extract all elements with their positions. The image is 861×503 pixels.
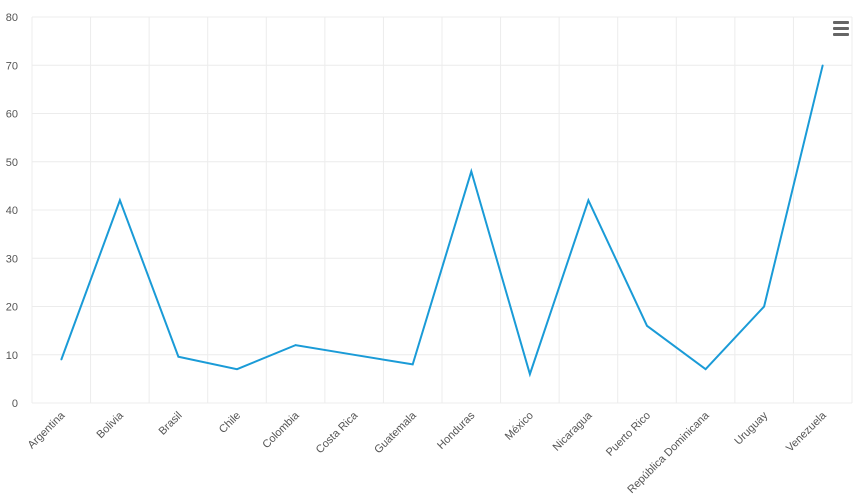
x-tick-label: Guatemala	[372, 409, 419, 456]
x-tick-label: Brasil	[157, 410, 185, 438]
data-point[interactable]	[177, 355, 180, 358]
data-point[interactable]	[470, 170, 473, 173]
data-point[interactable]	[529, 373, 531, 375]
x-tick-label: Uruguay	[732, 409, 770, 447]
y-tick-label: 20	[6, 302, 18, 314]
x-tick-label: Bolivia	[95, 409, 127, 441]
data-point[interactable]	[236, 368, 238, 371]
data-point[interactable]	[119, 199, 121, 202]
y-tick-label: 40	[6, 205, 18, 217]
y-tick-label: 10	[6, 350, 18, 362]
y-tick-label: 30	[6, 253, 18, 265]
data-point[interactable]	[411, 363, 414, 366]
x-tick-label: Honduras	[435, 409, 478, 452]
x-tick-label: Venezuela	[784, 409, 829, 454]
y-tick-label: 0	[12, 398, 18, 410]
data-point[interactable]	[587, 199, 590, 202]
data-point[interactable]	[821, 64, 824, 67]
data-point[interactable]	[294, 344, 297, 346]
x-tick-label: Costa Rica	[314, 409, 361, 456]
data-point[interactable]	[763, 305, 765, 308]
y-axis-labels: 0 10 20 30 40 50 60 70 80	[6, 12, 18, 410]
hamburger-menu-icon	[828, 21, 854, 36]
series-line	[60, 65, 824, 378]
x-tick-label: Chile	[217, 410, 243, 436]
data-point[interactable]	[60, 358, 63, 361]
y-tick-label: 70	[6, 60, 18, 72]
data-point[interactable]	[704, 368, 707, 371]
x-tick-label: México	[503, 410, 536, 443]
x-tick-label: Argentina	[26, 409, 68, 451]
x-tick-label: Puerto Rico	[604, 410, 653, 459]
y-tick-label: 50	[6, 157, 18, 169]
x-axis-labels: Argentina Bolivia Brasil Chile Colombia Costa…	[26, 409, 830, 496]
data-point[interactable]	[646, 325, 648, 327]
x-tick-label: Nicaragua	[551, 409, 596, 454]
series	[60, 64, 824, 378]
y-tick-label: 60	[6, 109, 18, 121]
data-point[interactable]	[353, 353, 355, 356]
x-tick-label: Colombia	[260, 409, 302, 451]
y-tick-label: 80	[6, 12, 18, 24]
chart-menu-button[interactable]	[828, 18, 854, 40]
